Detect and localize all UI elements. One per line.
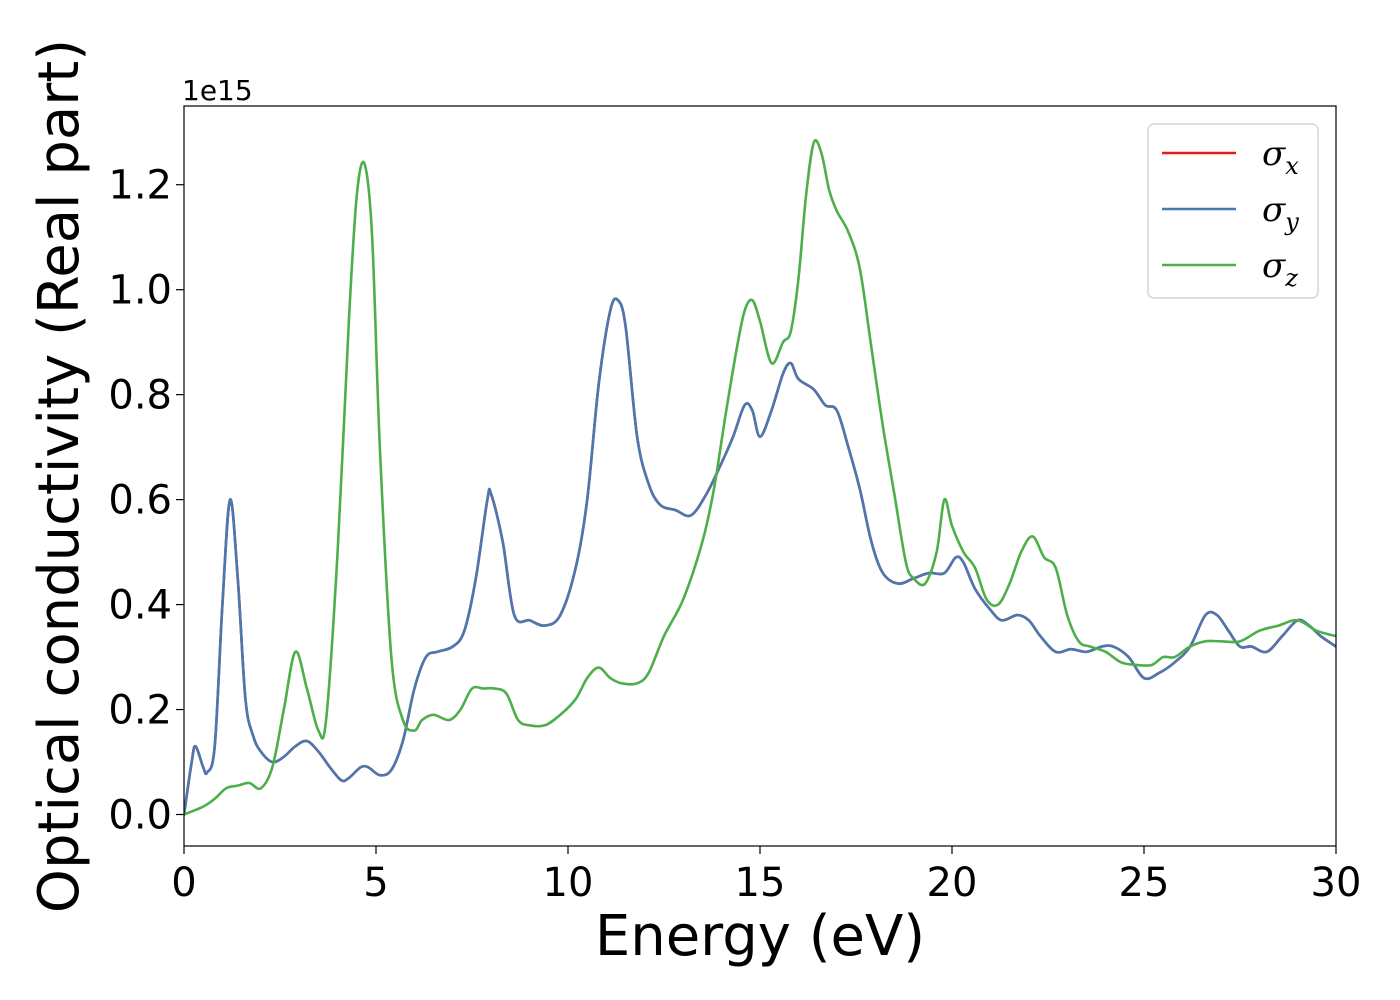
- legend-symbol: σ: [1262, 134, 1286, 174]
- y-axis-label: Optical conductivity (Real part): [27, 39, 92, 913]
- y-tick-label: 1.0: [108, 268, 172, 314]
- series-line-y: [184, 297, 1336, 816]
- y-tick-label: 0.8: [108, 373, 172, 419]
- legend-subscript: z: [1284, 264, 1298, 292]
- legend-label-z: σz: [1262, 246, 1298, 292]
- legend-symbol: σ: [1262, 190, 1286, 230]
- legend-subscript: x: [1285, 152, 1299, 180]
- y-tick-label: 1.2: [108, 163, 172, 209]
- x-tick-label: 20: [927, 860, 978, 906]
- x-tick-label: 30: [1311, 860, 1362, 906]
- y-offset-text: 1e15: [182, 74, 253, 107]
- x-axis-label: Energy (eV): [595, 904, 925, 969]
- legend-label-y: σy: [1262, 190, 1299, 236]
- x-tick-label: 10: [543, 860, 594, 906]
- y-tick-label: 0.0: [108, 793, 172, 839]
- y-tick-label: 0.4: [108, 583, 172, 629]
- x-tick-label: 5: [363, 860, 388, 906]
- legend-label-x: σx: [1262, 134, 1299, 180]
- x-tick-label: 25: [1119, 860, 1170, 906]
- legend-symbol: σ: [1262, 246, 1286, 286]
- x-tick-label: 0: [171, 860, 196, 906]
- x-tick-label: 15: [735, 860, 786, 906]
- y-tick-label: 0.6: [108, 478, 172, 524]
- y-axis-ticks: 0.0 0.2 0.4 0.6 0.8 1.0 1.2: [108, 163, 184, 839]
- x-axis-ticks: 0 5 10 15 20 25 30: [171, 846, 1361, 906]
- series-layer: [184, 139, 1336, 816]
- y-tick-label: 0.2: [108, 688, 172, 734]
- plot-area: [184, 106, 1336, 846]
- legend-subscript: y: [1284, 208, 1299, 236]
- series-line-z: [184, 139, 1336, 816]
- legend-frame: [1147, 123, 1319, 299]
